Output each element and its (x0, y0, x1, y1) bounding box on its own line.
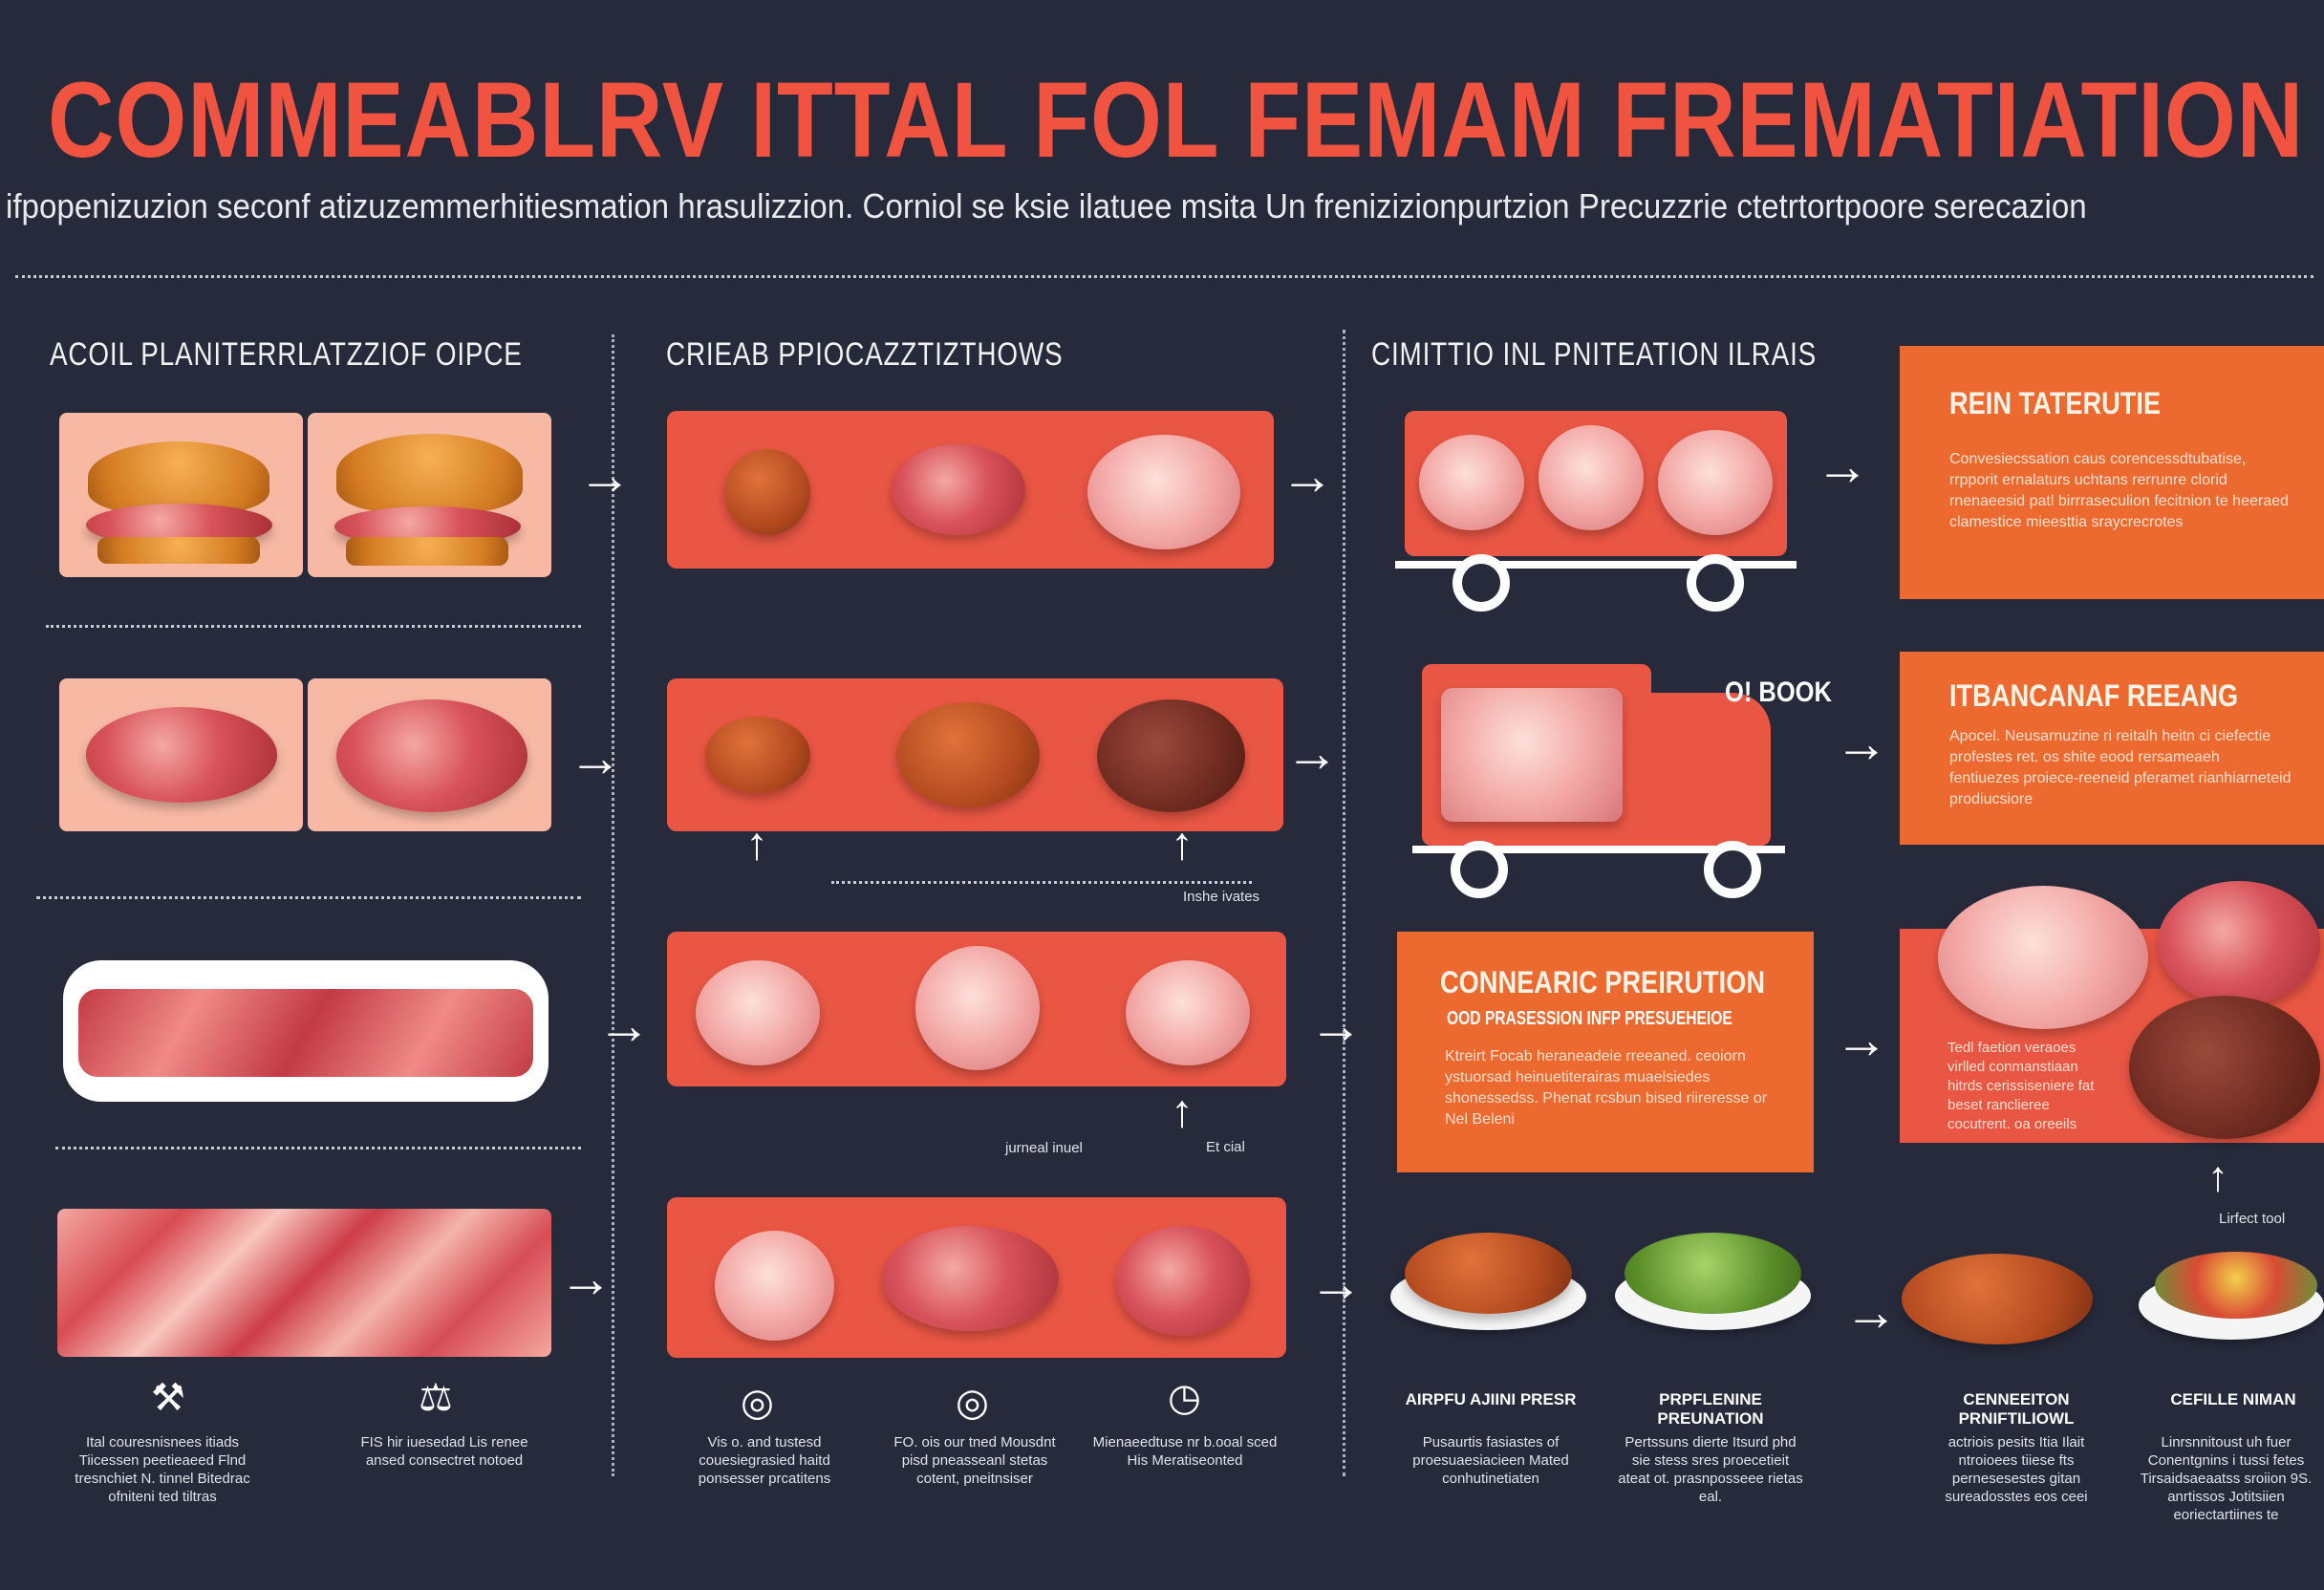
column-divider-1 (612, 334, 614, 1476)
meatballs-2 (1902, 1254, 2093, 1344)
burger-image-1 (59, 413, 303, 577)
row-divider-1 (46, 625, 581, 628)
arrow-to-card2: → (1835, 713, 1888, 773)
caption-9-heading: CEFILLE NIMAN (2170, 1390, 2296, 1408)
salad (2155, 1252, 2317, 1319)
caption-1: Ital couresnisnees itiads Tiicessen peet… (75, 1434, 250, 1505)
column-heading-processing: CRIEAB PPIOCAZZTIZTHOWS (666, 336, 1064, 373)
info-card-1: REIN TATERUTIE Convesiecssation caus cor… (1900, 346, 2324, 599)
processing-panel-1 (667, 411, 1274, 569)
arrow-row1: → (578, 445, 632, 505)
info-card-2: ITBANCANAF REEANG Apocel. Neusarnuzine r… (1900, 652, 2324, 845)
processing-panel-4 (667, 1197, 1286, 1358)
up-arrow-3: ↑ (1171, 1086, 1194, 1137)
arrow-to-final: → (1844, 1281, 1898, 1342)
info-card-1-text: Convesiecssation caus corencessdtubatise… (1949, 451, 2289, 530)
mincer-icon: ◎ (741, 1382, 774, 1424)
caption-5: Mienaeedtuse nr b.ooal sced His Meratise… (1092, 1434, 1278, 1469)
caption-7: Pertssuns dierte Itsurd phd sie stess sr… (1618, 1434, 1803, 1505)
grinder-icon: ◎ (956, 1382, 989, 1424)
up-arrow-1: ↑ (745, 819, 768, 870)
info-card-3-subtitle: OOD PRASESSION INFP PRESUEHEIOE (1447, 1008, 1732, 1029)
info-card-3-text: Ktreirt Focab heraneadeie rreeaned. ceoi… (1445, 1048, 1768, 1128)
info-card-2-text: Apocel. Neusarnuzine ri reitalh heitn ci… (1949, 728, 2292, 807)
row-divider-2 (36, 896, 581, 899)
scale-icon: ⚖ (419, 1377, 453, 1419)
meatballs-1 (1405, 1233, 1572, 1314)
clock-icon: ◷ (1168, 1377, 1201, 1419)
burger-image-2 (308, 413, 551, 577)
row3-small-label-a: jurneal inuel (1005, 1140, 1083, 1156)
caption-8: actriois pesits Itia Ilait ntroioees tii… (1945, 1434, 2088, 1505)
arrow-row4: → (559, 1248, 613, 1308)
column-heading-origin: ACOIL PLANITERRLATZZIOF OIPCE (50, 336, 523, 373)
caption-4: FO. ois our tned Mousdnt pisd pneasseanl… (893, 1434, 1056, 1487)
delivery-truck-2 (1412, 664, 1795, 903)
caption-2: FIS hir iuesedad Lis renee ansed consect… (360, 1434, 528, 1469)
knife-icon: ⚒ (151, 1377, 185, 1419)
caption-6: Pusaurtis fasiastes of proesuaesiacieen … (1412, 1434, 1569, 1487)
arrow-to-truck-1: → (1280, 445, 1334, 505)
arrow-row3: → (597, 995, 651, 1055)
book-label: O! BOOK (1725, 677, 1832, 708)
info-card-3: CONNEARIC PREIRUTION OOD PRASESSION INFP… (1397, 932, 1814, 1172)
page-title: COMMEABLRV ITTAL FOL FEMAM FREMATIATION (48, 60, 2305, 180)
processing-panel-3 (667, 932, 1286, 1086)
caption-8-heading: CENNEEITON PRNIFTILIOWL (1958, 1390, 2075, 1428)
caption-6-heading: AIRPFU AJIINI PRESR (1405, 1390, 1577, 1408)
right-small-label: Lirfect tool (2219, 1211, 2286, 1227)
info-card-4: Tedl faetion veraoes virlled conmanstiaa… (1900, 881, 2324, 1143)
delivery-truck-1 (1395, 411, 1797, 621)
up-arrow-2: ↑ (1171, 819, 1194, 870)
steak-image-1 (59, 678, 303, 831)
arrow-to-card4: → (1835, 1009, 1888, 1069)
meat-tray (63, 960, 549, 1102)
arrow-to-plates: → (1309, 1253, 1363, 1313)
caption-3: Vis o. and tustesd couesiegrasied haitd … (698, 1434, 831, 1487)
up-arrow-right: ↑ (2207, 1153, 2228, 1200)
info-card-2-title: ITBANCANAF REEANG (1949, 678, 2239, 713)
herbs (1625, 1233, 1801, 1314)
arrow-to-truck-2: → (1285, 722, 1339, 783)
header-divider (15, 275, 2313, 278)
sliced-meat-image (57, 1209, 551, 1357)
row-divider-3 (55, 1147, 581, 1150)
mid-divider (831, 881, 1252, 884)
processing-panel-2 (667, 678, 1283, 831)
info-card-4-text: Tedl faetion veraoes virlled conmanstiaa… (1947, 1040, 2095, 1132)
row3-small-label-b: Et cial (1206, 1139, 1245, 1155)
caption-7-heading: PRPFLENINE PREUNATION (1657, 1390, 1764, 1428)
mid-small-label: Inshe ivates (1183, 889, 1260, 905)
info-card-3-title: CONNEARIC PREIRUTION (1440, 965, 1766, 999)
arrow-to-card3: → (1309, 995, 1363, 1055)
page-subtitle: ifpopenizuzion seconf atizuzemmerhitiesm… (6, 186, 2087, 226)
caption-9: Linrsnnitoust uh fuer Conentgnins i tuss… (2140, 1434, 2313, 1523)
column-heading-distribution: CIMITTIO INL PNITEATION ILRAIS (1371, 336, 1818, 373)
steak-image-2 (308, 678, 551, 831)
arrow-row2: → (569, 727, 622, 787)
info-card-1-title: REIN TATERUTIE (1949, 386, 2162, 420)
arrow-to-card1: → (1816, 436, 1869, 496)
column-divider-2 (1343, 330, 1345, 1476)
